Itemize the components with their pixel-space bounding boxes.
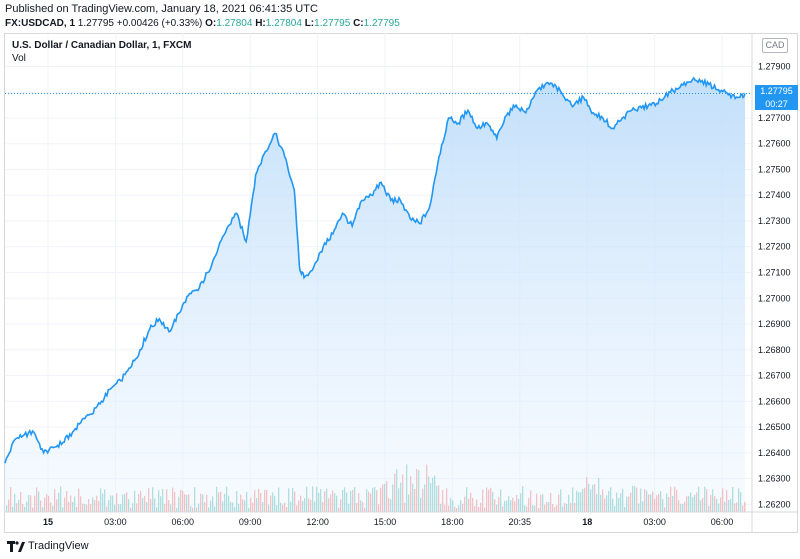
y-tick-label: 1.26200 bbox=[758, 499, 791, 509]
y-tick-label: 1.26800 bbox=[758, 345, 791, 355]
y-tick-label: 1.26700 bbox=[758, 371, 791, 381]
x-tick-label: 18 bbox=[582, 517, 592, 527]
volume-legend: Vol bbox=[12, 53, 26, 64]
published-info: Published on TradingView.com, January 18… bbox=[5, 3, 318, 15]
price-change: +0.00426 (+0.33%) bbox=[116, 18, 203, 29]
price-axis[interactable]: 1.279001.278001.277001.276001.275001.274… bbox=[758, 61, 791, 509]
low-value: 1.27795 bbox=[314, 18, 351, 29]
close-label: C: bbox=[353, 18, 364, 29]
chart-frame[interactable] bbox=[4, 33, 798, 533]
y-tick-label: 1.26900 bbox=[758, 319, 791, 329]
x-tick-label: 06:00 bbox=[172, 517, 195, 527]
y-tick-label: 1.27100 bbox=[758, 268, 791, 278]
chart-legend-title: U.S. Dollar / Canadian Dollar, 1, FXCM bbox=[12, 40, 192, 51]
quote-line: FX:USDCAD, 1 1.27795 +0.00426 (+0.33%) O… bbox=[5, 18, 400, 29]
price-chart[interactable]: 1.279001.278001.277001.276001.275001.274… bbox=[0, 0, 800, 535]
x-tick-label: 12:00 bbox=[306, 517, 329, 527]
symbol-label: FX:USDCAD, 1 bbox=[5, 18, 76, 29]
open-value: 1.27804 bbox=[216, 18, 253, 29]
currency-button[interactable]: CAD bbox=[762, 38, 788, 53]
close-value: 1.27795 bbox=[363, 18, 400, 29]
y-tick-label: 1.26300 bbox=[758, 474, 791, 484]
x-tick-label: 06:00 bbox=[711, 517, 734, 527]
tradingview-logo-icon[interactable] bbox=[7, 541, 25, 553]
price-area bbox=[5, 78, 745, 512]
x-tick-label: 03:00 bbox=[104, 517, 127, 527]
y-tick-label: 1.27000 bbox=[758, 293, 791, 303]
footer: TradingView bbox=[0, 535, 800, 559]
y-tick-label: 1.26600 bbox=[758, 396, 791, 406]
open-label: O: bbox=[205, 18, 217, 29]
x-tick-label: 09:00 bbox=[239, 517, 262, 527]
time-axis[interactable]: 15 03:00 06:00 09:00 12:00 15:00 18:00 20:35 18 0… bbox=[43, 517, 733, 527]
y-tick-label: 1.27500 bbox=[758, 164, 791, 174]
high-value: 1.27804 bbox=[265, 18, 302, 29]
x-tick-label: 20:35 bbox=[509, 517, 532, 527]
chart-header: Published on TradingView.com, January 18… bbox=[0, 0, 800, 33]
price-line bbox=[4, 76, 746, 464]
x-tick-label: 03:00 bbox=[643, 517, 666, 527]
x-tick-label: 15 bbox=[43, 517, 53, 527]
x-tick-label: 18:00 bbox=[441, 517, 464, 527]
y-tick-label: 1.27200 bbox=[758, 242, 791, 252]
x-tick-label: 15:00 bbox=[374, 517, 397, 527]
y-tick-label: 1.27600 bbox=[758, 139, 791, 149]
last-price-badge: 1.27795 bbox=[755, 85, 798, 98]
tradingview-brand[interactable]: TradingView bbox=[28, 540, 89, 552]
last-price: 1.27795 bbox=[77, 18, 114, 29]
y-tick-label: 1.27400 bbox=[758, 190, 791, 200]
y-tick-label: 1.26400 bbox=[758, 448, 791, 458]
y-tick-label: 1.27900 bbox=[758, 61, 791, 71]
y-tick-label: 1.27700 bbox=[758, 113, 791, 123]
y-tick-label: 1.27300 bbox=[758, 216, 791, 226]
low-label: L: bbox=[304, 18, 315, 29]
bar-countdown: 00:27 bbox=[755, 98, 798, 110]
high-label: H: bbox=[255, 18, 266, 29]
y-tick-label: 1.26500 bbox=[758, 422, 791, 432]
